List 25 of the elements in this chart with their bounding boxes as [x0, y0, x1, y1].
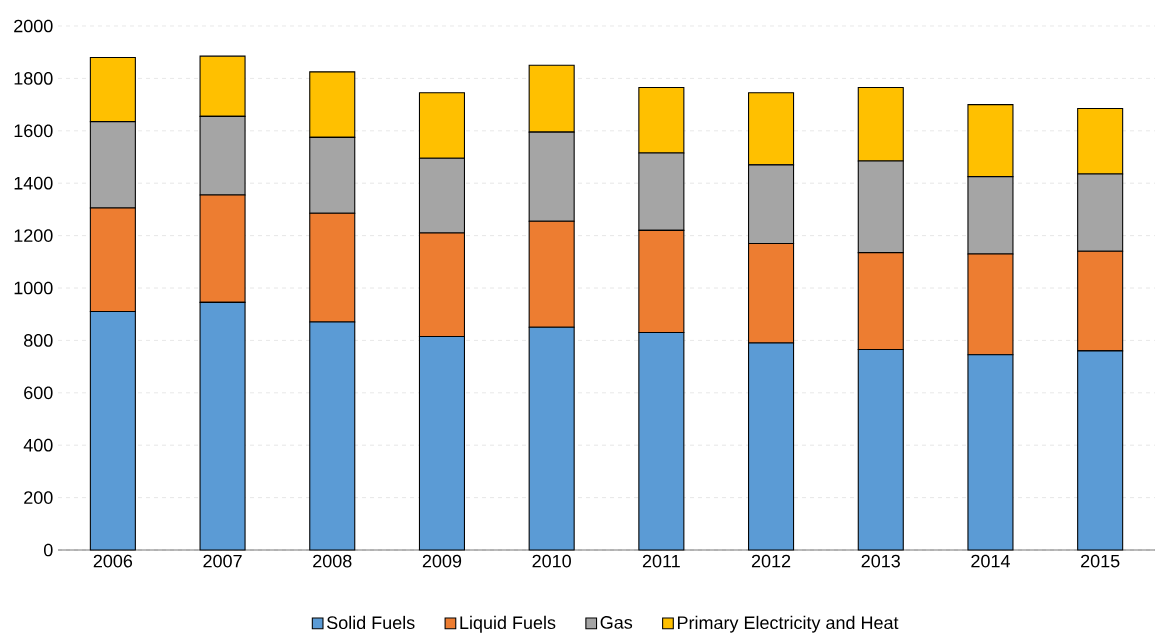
x-tick-label: 2012	[751, 554, 791, 568]
x-tick-label: 2015	[1081, 554, 1120, 568]
x-tick-label: 2007	[203, 554, 242, 568]
y-tick-label: 600	[24, 386, 53, 400]
legend-label: Solid Fuels	[327, 615, 415, 630]
legend-label: Gas	[600, 616, 633, 629]
x-tick-label: 2009	[422, 554, 462, 568]
x-tick-label: 2008	[313, 554, 352, 568]
x-tick-label: 2013	[861, 554, 900, 568]
legend-label: Liquid Fuels	[460, 615, 556, 633]
y-tick-label: 1800	[14, 72, 53, 85]
x-tick-label: 2011	[642, 554, 680, 568]
y-tick-label: 800	[24, 334, 53, 347]
y-tick-label: 1000	[14, 281, 53, 295]
y-tick-label: 1400	[14, 176, 53, 190]
x-tick-label: 2014	[971, 554, 1010, 568]
y-tick-label: 400	[23, 438, 53, 452]
y-tick-label: 0	[44, 543, 53, 557]
x-tick-label: 2010	[532, 554, 571, 568]
y-tick-label: 2000	[14, 19, 53, 33]
y-tick-label: 200	[24, 491, 53, 504]
x-tick-label: 2006	[93, 554, 133, 568]
y-tick-label: 1600	[14, 124, 53, 138]
legend-label: Primary Electricity and Heat	[677, 615, 899, 633]
y-tick-label: 1200	[14, 229, 53, 242]
